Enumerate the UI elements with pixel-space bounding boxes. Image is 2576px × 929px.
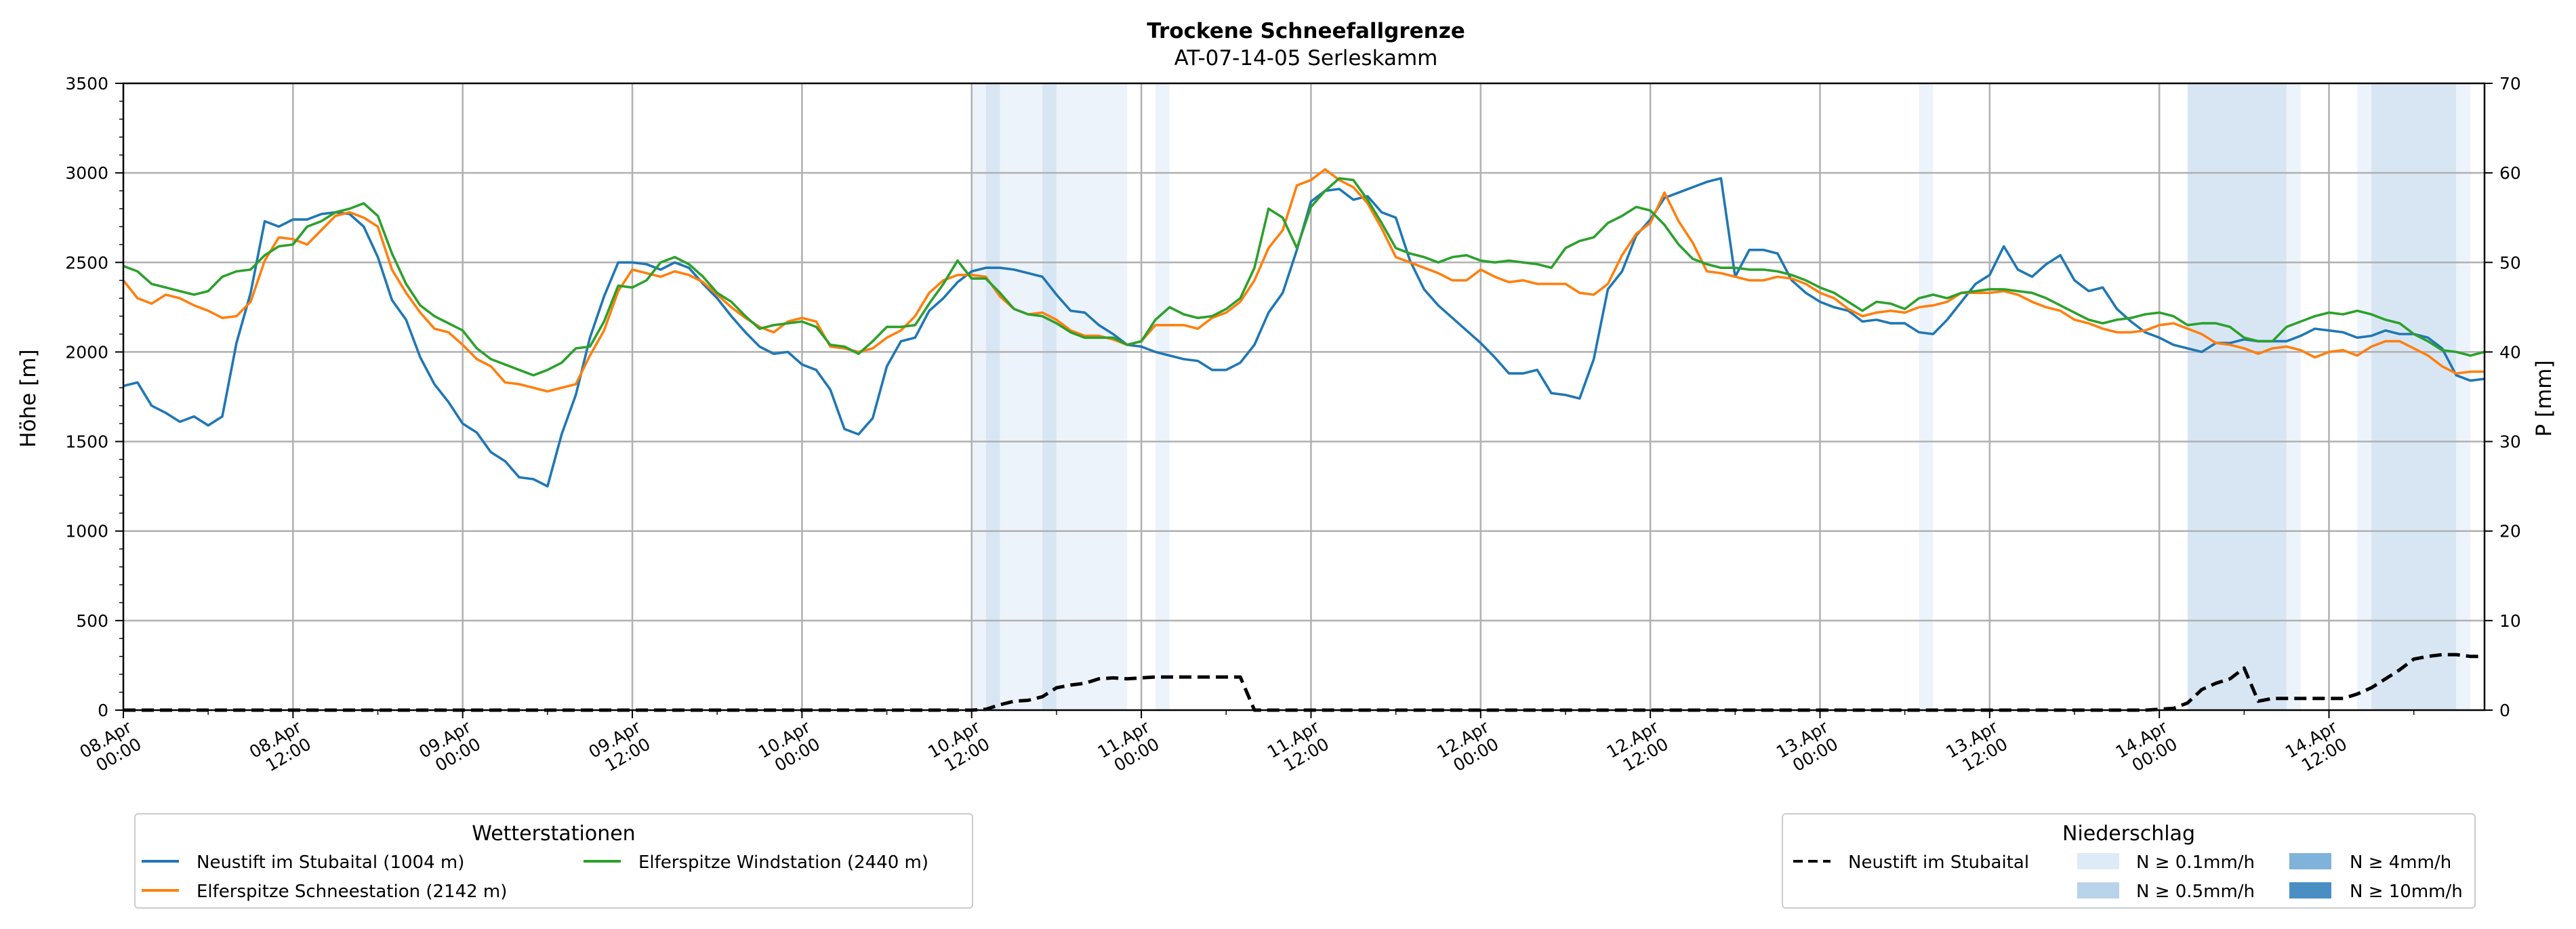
legend-precip-title: Niederschlag xyxy=(2062,822,2195,846)
precip-band-11 xyxy=(2456,83,2471,710)
xtick-label-6: 11.Apr00:00 xyxy=(1095,717,1164,779)
series-lines xyxy=(122,168,2485,712)
precip-band-2 xyxy=(1000,83,1043,710)
xtick-label-0: 08.Apr00:00 xyxy=(77,717,146,779)
legend-precipitation: Niederschlag Neustift im Stubaital N ≥ 0… xyxy=(1782,813,2476,909)
plot-frame xyxy=(122,82,2486,711)
legend-item-10: N ≥ 10mm/h xyxy=(2350,882,2463,902)
ytick-label-1000: 1000 xyxy=(65,522,108,541)
y2tick-label-40: 40 xyxy=(2499,342,2521,362)
ytick-label-0: 0 xyxy=(98,701,108,720)
xtick-label-10: 13.Apr00:00 xyxy=(1773,717,1842,779)
xtick-label-1: 08.Apr12:00 xyxy=(246,717,315,779)
y-axis-label: Höhe [m] xyxy=(16,349,41,447)
grid-lines xyxy=(123,83,2485,710)
xtick-label-9: 12.Apr12:00 xyxy=(1603,717,1673,779)
ytick-label-2000: 2000 xyxy=(65,342,108,362)
legend-item-neustift: Neustift im Stubaital (1004 m) xyxy=(197,852,464,873)
legend-item-neustift-precip: Neustift im Stubaital xyxy=(1848,852,2029,873)
xtick-label-12: 14.Apr00:00 xyxy=(2112,717,2182,779)
legend-item-0-1: N ≥ 0.1mm/h xyxy=(2136,852,2255,873)
y2tick-label-30: 30 xyxy=(2499,432,2521,452)
precip-band-8 xyxy=(2286,83,2301,710)
series-line-2 xyxy=(123,177,2485,377)
precip-band-9 xyxy=(2357,83,2372,710)
series-line-1 xyxy=(122,168,2485,393)
y2-axis-label: P [mm] xyxy=(2532,360,2556,436)
ytick-label-500: 500 xyxy=(76,611,108,631)
xtick-label-8: 12.Apr00:00 xyxy=(1433,717,1502,779)
precip-band-6 xyxy=(1919,83,1934,710)
xtick-label-2: 09.Apr00:00 xyxy=(415,717,485,779)
xtick-label-11: 13.Apr12:00 xyxy=(1942,717,2011,779)
y2tick-label-50: 50 xyxy=(2499,253,2521,272)
ytick-label-2500: 2500 xyxy=(65,253,108,272)
legend-item-0-5: N ≥ 0.5mm/h xyxy=(2136,882,2255,902)
y2tick-label-20: 20 xyxy=(2499,522,2521,541)
y2tick-label-60: 60 xyxy=(2499,163,2521,183)
precip-band-0 xyxy=(971,83,986,710)
legend-item-elferspitze-schnee: Elferspitze Schneestation (2142 m) xyxy=(197,882,507,902)
legend-patch-10 xyxy=(2289,882,2331,899)
legend-item-elferspitze-wind: Elferspitze Windstation (2440 m) xyxy=(638,852,928,873)
xtick-label-5: 10.Apr12:00 xyxy=(924,717,994,779)
precip-band-3 xyxy=(1042,83,1057,710)
precip-band-5 xyxy=(1155,83,1170,710)
ytick-label-3500: 3500 xyxy=(65,74,108,94)
legend-stations-title: Wetterstationen xyxy=(472,822,635,846)
ytick-label-1500: 1500 xyxy=(65,432,108,452)
y2tick-label-10: 10 xyxy=(2499,611,2521,631)
legend-patch-0-5 xyxy=(2077,882,2119,899)
precip-band-4 xyxy=(1056,83,1128,710)
chart-subtitle: AT-07-14-05 Serleskamm xyxy=(1174,46,1438,70)
legend-patch-4 xyxy=(2289,853,2331,869)
xtick-label-3: 09.Apr12:00 xyxy=(586,717,655,779)
xtick-label-7: 11.Apr12:00 xyxy=(1264,717,1333,779)
precip-band-7 xyxy=(2187,83,2287,710)
precip-band-10 xyxy=(2371,83,2457,710)
legend-stations: Wetterstationen Neustift im Stubaital (1… xyxy=(134,813,973,909)
y-axis-left: 0 500 1000 1500 2000 2500 3000 3500 xyxy=(65,74,123,720)
xtick-label-4: 10.Apr00:00 xyxy=(755,717,824,779)
series-line-3 xyxy=(123,653,2485,712)
precip-band-1 xyxy=(985,83,1000,710)
ytick-label-3000: 3000 xyxy=(65,163,108,183)
precipitation-bands xyxy=(971,83,2471,710)
chart-title: Trockene Schneefallgrenze xyxy=(1147,19,1465,43)
y2tick-label-0: 0 xyxy=(2499,701,2510,720)
y-axis-right: 0 10 20 30 40 50 60 70 xyxy=(2485,74,2521,720)
xtick-label-13: 14.Apr12:00 xyxy=(2282,717,2351,779)
legend-patch-0-1 xyxy=(2077,853,2119,869)
legend-item-4: N ≥ 4mm/h xyxy=(2350,852,2451,873)
y2tick-label-70: 70 xyxy=(2499,74,2521,94)
x-axis: 08.Apr00:00 08.Apr12:00 09.Apr00:00 09.Apr1… xyxy=(77,710,2415,779)
